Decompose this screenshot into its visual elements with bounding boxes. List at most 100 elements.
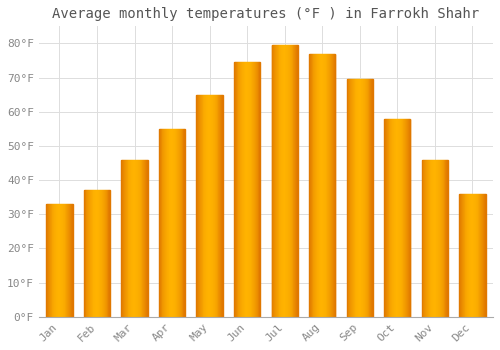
Bar: [168, 129, 170, 317]
Bar: [140, 160, 141, 317]
Bar: [206, 94, 207, 317]
Bar: [354, 79, 356, 317]
Bar: [63, 204, 64, 317]
Bar: [66, 204, 68, 317]
Bar: [281, 45, 282, 317]
Bar: [164, 129, 165, 317]
Bar: [332, 54, 333, 317]
Bar: [132, 160, 133, 317]
Bar: [48, 204, 49, 317]
Bar: [95, 190, 96, 317]
Bar: [246, 62, 247, 317]
Bar: [234, 62, 260, 317]
Bar: [137, 160, 138, 317]
Bar: [122, 160, 148, 317]
Bar: [346, 79, 348, 317]
Bar: [428, 160, 430, 317]
Bar: [443, 160, 444, 317]
Bar: [103, 190, 104, 317]
Bar: [46, 204, 72, 317]
Bar: [478, 194, 480, 317]
Bar: [475, 194, 476, 317]
Bar: [147, 160, 148, 317]
Bar: [202, 94, 203, 317]
Bar: [367, 79, 368, 317]
Bar: [402, 119, 404, 317]
Bar: [472, 194, 474, 317]
Bar: [212, 94, 213, 317]
Bar: [172, 129, 173, 317]
Bar: [315, 54, 316, 317]
Bar: [86, 190, 88, 317]
Bar: [139, 160, 140, 317]
Bar: [407, 119, 408, 317]
Bar: [436, 160, 438, 317]
Bar: [291, 45, 292, 317]
Bar: [404, 119, 405, 317]
Bar: [442, 160, 443, 317]
Bar: [392, 119, 393, 317]
Bar: [165, 129, 166, 317]
Bar: [64, 204, 66, 317]
Title: Average monthly temperatures (°F ) in Farrokh Shahr: Average monthly temperatures (°F ) in Fa…: [52, 7, 480, 21]
Bar: [290, 45, 291, 317]
Bar: [360, 79, 362, 317]
Bar: [396, 119, 398, 317]
Bar: [102, 190, 103, 317]
Bar: [146, 160, 147, 317]
Bar: [462, 194, 463, 317]
Bar: [386, 119, 387, 317]
Bar: [477, 194, 478, 317]
Bar: [145, 160, 146, 317]
Bar: [174, 129, 176, 317]
Bar: [125, 160, 126, 317]
Bar: [108, 190, 110, 317]
Bar: [474, 194, 475, 317]
Bar: [213, 94, 214, 317]
Bar: [384, 119, 385, 317]
Bar: [325, 54, 326, 317]
Bar: [214, 94, 215, 317]
Bar: [105, 190, 106, 317]
Bar: [482, 194, 483, 317]
Bar: [199, 94, 200, 317]
Bar: [167, 129, 168, 317]
Bar: [98, 190, 100, 317]
Bar: [210, 94, 212, 317]
Bar: [130, 160, 131, 317]
Bar: [234, 62, 235, 317]
Bar: [385, 119, 386, 317]
Bar: [364, 79, 365, 317]
Bar: [159, 129, 185, 317]
Bar: [400, 119, 401, 317]
Bar: [323, 54, 324, 317]
Bar: [138, 160, 139, 317]
Bar: [220, 94, 221, 317]
Bar: [463, 194, 464, 317]
Bar: [131, 160, 132, 317]
Bar: [201, 94, 202, 317]
Bar: [424, 160, 425, 317]
Bar: [362, 79, 364, 317]
Bar: [54, 204, 55, 317]
Bar: [438, 160, 439, 317]
Bar: [236, 62, 238, 317]
Bar: [366, 79, 367, 317]
Bar: [387, 119, 388, 317]
Bar: [240, 62, 241, 317]
Bar: [460, 194, 485, 317]
Bar: [47, 204, 48, 317]
Bar: [446, 160, 447, 317]
Bar: [70, 204, 71, 317]
Bar: [104, 190, 105, 317]
Bar: [333, 54, 334, 317]
Bar: [122, 160, 123, 317]
Bar: [401, 119, 402, 317]
Bar: [126, 160, 128, 317]
Bar: [275, 45, 276, 317]
Bar: [405, 119, 406, 317]
Bar: [371, 79, 372, 317]
Bar: [97, 190, 98, 317]
Bar: [106, 190, 108, 317]
Bar: [198, 94, 199, 317]
